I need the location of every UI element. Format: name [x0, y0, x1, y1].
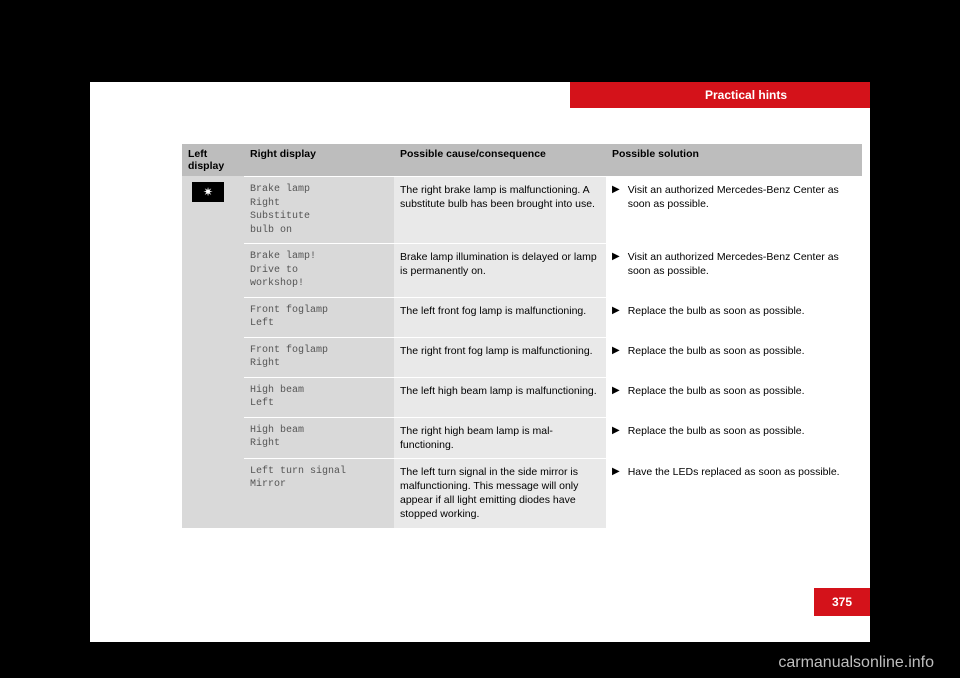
table-rows: Brake lamp Right Substitute bulb onThe r…	[244, 176, 862, 528]
lamp-icon: ✷	[192, 182, 224, 202]
solution-text: Visit an authorized Mercedes-Benz Center…	[628, 250, 856, 291]
table-row: Left turn signal MirrorThe left turn sig…	[244, 458, 862, 528]
solution-text: Visit an authorized Mercedes-Benz Center…	[628, 183, 856, 237]
right-display-cell: High beam Left	[244, 378, 394, 417]
cause-cell: The right high beam lamp is mal­function…	[394, 418, 606, 458]
table-row: High beam LeftThe left high beam lamp is…	[244, 377, 862, 417]
cause-cell: The left high beam lamp is malfunc­tioni…	[394, 378, 606, 417]
right-display-cell: Brake lamp! Drive to workshop!	[244, 244, 394, 297]
solution-text: Have the LEDs replaced as soon as possib…	[628, 465, 840, 522]
manual-page: Practical hints What to do if ... Left d…	[90, 82, 870, 642]
table-row: High beam RightThe right high beam lamp …	[244, 417, 862, 458]
right-display-cell: Front foglamp Right	[244, 338, 394, 377]
solution-cell: ▶Visit an authorized Mercedes-Benz Cente…	[606, 177, 862, 243]
solution-cell: ▶Have the LEDs replaced as soon as possi…	[606, 459, 862, 528]
table-row: Front foglamp RightThe right front fog l…	[244, 337, 862, 377]
table-body: ✷ Brake lamp Right Substitute bulb onThe…	[182, 176, 862, 528]
solution-cell: ▶ Replace the bulb as soon as possible.	[606, 338, 862, 377]
solution-text: Replace the bulb as soon as possible.	[628, 384, 805, 411]
watermark: carmanualsonline.info	[778, 654, 934, 672]
page-number: 375	[814, 588, 870, 616]
solution-cell: ▶ Replace the bulb as soon as possible.	[606, 378, 862, 417]
bullet-arrow-icon: ▶	[612, 183, 620, 237]
right-display-cell: Brake lamp Right Substitute bulb on	[244, 177, 394, 243]
table-header-row: Left display Right display Possible caus…	[182, 144, 862, 176]
table-row: Front foglamp LeftThe left front fog lam…	[244, 297, 862, 337]
solution-cell: ▶ Replace the bulb as soon as possible.	[606, 418, 862, 458]
solution-cell: ▶Visit an authorized Mercedes-Benz Cente…	[606, 244, 862, 297]
col-header-right: Right display	[244, 144, 394, 176]
bullet-arrow-icon: ▶	[612, 465, 620, 522]
lamp-icon-glyph: ✷	[203, 185, 213, 199]
cause-cell: The left front fog lamp is malfunc­tioni…	[394, 298, 606, 337]
col-header-left: Left display	[182, 144, 244, 176]
table-row: Brake lamp Right Substitute bulb onThe r…	[244, 176, 862, 243]
bullet-arrow-icon: ▶	[612, 424, 620, 452]
right-display-cell: High beam Right	[244, 418, 394, 458]
cause-cell: Brake lamp illumination is delayed or la…	[394, 244, 606, 297]
cause-cell: The right brake lamp is malfunction­ing.…	[394, 177, 606, 243]
bullet-arrow-icon: ▶	[612, 304, 620, 331]
right-display-cell: Left turn signal Mirror	[244, 459, 394, 528]
solution-cell: ▶ Replace the bulb as soon as possible.	[606, 298, 862, 337]
bullet-arrow-icon: ▶	[612, 384, 620, 411]
left-display-column: ✷	[182, 176, 244, 528]
cause-cell: The left turn signal in the side mirror …	[394, 459, 606, 528]
table-row: Brake lamp! Drive to workshop!Brake lamp…	[244, 243, 862, 297]
col-header-cause: Possible cause/consequence	[394, 144, 606, 176]
diagnostic-table: Left display Right display Possible caus…	[182, 144, 862, 528]
solution-text: Replace the bulb as soon as possible.	[628, 424, 805, 452]
section-title: Practical hints	[705, 88, 787, 102]
bullet-arrow-icon: ▶	[612, 344, 620, 371]
section-subtitle: What to do if ...	[726, 110, 800, 122]
col-header-solution: Possible solution	[606, 144, 862, 176]
bullet-arrow-icon: ▶	[612, 250, 620, 291]
cause-cell: The right front fog lamp is malfunc­tion…	[394, 338, 606, 377]
right-display-cell: Front foglamp Left	[244, 298, 394, 337]
solution-text: Replace the bulb as soon as possible.	[628, 344, 805, 371]
section-header: Practical hints	[570, 82, 870, 108]
solution-text: Replace the bulb as soon as possible.	[628, 304, 805, 331]
